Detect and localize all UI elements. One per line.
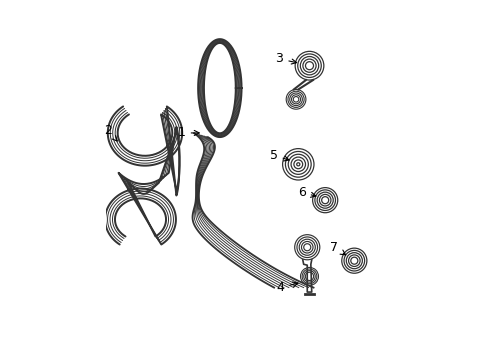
Text: 6: 6 [297, 186, 315, 199]
Text: 2: 2 [103, 124, 117, 141]
Text: 3: 3 [275, 53, 296, 66]
Text: 5: 5 [269, 149, 288, 162]
Text: 1: 1 [178, 126, 199, 139]
Text: 4: 4 [276, 281, 297, 294]
Text: 7: 7 [329, 241, 345, 255]
